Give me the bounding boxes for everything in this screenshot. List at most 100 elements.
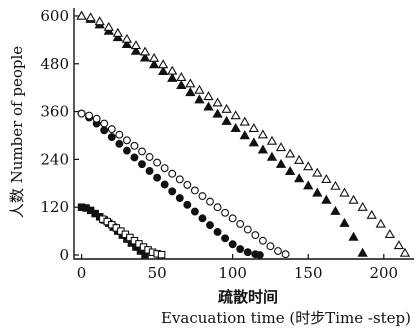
x-tick-label: 100 <box>218 264 247 282</box>
data-point <box>212 108 223 118</box>
data-point <box>115 139 124 148</box>
data-point <box>185 78 196 88</box>
data-point <box>198 214 207 223</box>
data-point <box>130 45 142 55</box>
data-point <box>185 87 196 97</box>
data-point <box>266 242 275 251</box>
data-point <box>121 38 133 48</box>
data-point <box>221 208 230 217</box>
data-point <box>190 207 199 216</box>
data-point <box>213 227 222 236</box>
data-point <box>130 141 139 150</box>
data-point <box>145 167 154 175</box>
data-point <box>148 59 160 69</box>
data-point <box>206 197 214 206</box>
data-point <box>321 174 332 184</box>
data-point <box>375 218 386 228</box>
data-point <box>257 129 269 139</box>
data-point <box>339 187 350 197</box>
data-point <box>175 175 184 184</box>
data-point <box>248 123 259 133</box>
x-tick-label: 0 <box>77 264 87 282</box>
data-point <box>85 12 96 22</box>
data-point <box>107 133 116 142</box>
data-point <box>194 94 205 104</box>
series-circle-filled <box>77 109 264 259</box>
x-tick-labels: 0 50 100 150 200 <box>77 264 398 282</box>
data-point <box>158 59 169 69</box>
data-point <box>176 79 187 89</box>
data-point <box>138 160 146 169</box>
data-point <box>248 137 259 147</box>
data-point <box>312 187 323 197</box>
data-point <box>266 135 278 145</box>
x-tick-label: 50 <box>148 264 167 282</box>
data-point <box>194 84 205 94</box>
data-point <box>221 234 230 243</box>
data-point <box>107 125 116 134</box>
data-point <box>330 205 341 215</box>
data-point <box>258 236 267 245</box>
data-point <box>212 97 223 107</box>
chart-marks <box>76 10 411 259</box>
data-point <box>168 187 177 196</box>
data-point <box>167 72 178 82</box>
data-point <box>160 164 169 173</box>
data-point <box>122 136 131 145</box>
data-point <box>257 144 269 154</box>
data-point <box>76 10 87 20</box>
data-point <box>221 103 232 113</box>
data-point <box>357 247 368 257</box>
data-point <box>167 65 178 75</box>
data-point <box>183 200 192 209</box>
data-point <box>228 240 237 249</box>
axis-lines <box>73 8 414 260</box>
data-point <box>366 209 377 219</box>
y-tick-label: 600 <box>40 7 69 25</box>
data-point <box>243 225 252 234</box>
chart-axes <box>73 8 414 260</box>
data-point <box>112 27 123 37</box>
data-point <box>230 123 241 133</box>
data-point <box>251 231 260 240</box>
data-point <box>100 119 109 128</box>
data-point <box>399 247 411 257</box>
data-point <box>100 126 109 135</box>
data-point <box>190 186 199 195</box>
data-point <box>122 146 131 155</box>
data-point <box>221 115 232 125</box>
data-point <box>139 52 151 62</box>
data-point <box>203 91 214 101</box>
data-point <box>176 72 187 82</box>
y-tick-label: 240 <box>40 150 69 168</box>
data-point <box>130 153 139 162</box>
data-point <box>160 180 169 189</box>
series-circle-open <box>77 109 290 259</box>
data-point <box>103 21 114 31</box>
data-point <box>183 180 192 189</box>
y-tick-label: 0 <box>59 246 69 264</box>
data-point <box>284 148 296 158</box>
series-square-open <box>98 215 166 259</box>
data-point <box>168 169 177 178</box>
data-point <box>284 166 296 176</box>
data-point <box>348 194 359 204</box>
data-point <box>330 180 341 190</box>
data-point <box>275 142 287 152</box>
data-point <box>94 16 105 26</box>
data-point <box>121 33 133 43</box>
data-point <box>77 109 86 118</box>
data-point <box>294 173 305 183</box>
x-tick-label: 200 <box>369 264 398 282</box>
data-point <box>275 158 287 168</box>
data-point <box>303 180 314 190</box>
data-point <box>148 52 160 62</box>
data-point <box>236 219 245 228</box>
y-axis-label: 人数 Number of people <box>8 46 26 218</box>
data-point <box>357 201 368 211</box>
data-point <box>153 173 162 182</box>
data-point <box>348 231 359 241</box>
data-point <box>158 66 169 76</box>
data-point <box>274 247 282 255</box>
data-point <box>266 151 278 161</box>
